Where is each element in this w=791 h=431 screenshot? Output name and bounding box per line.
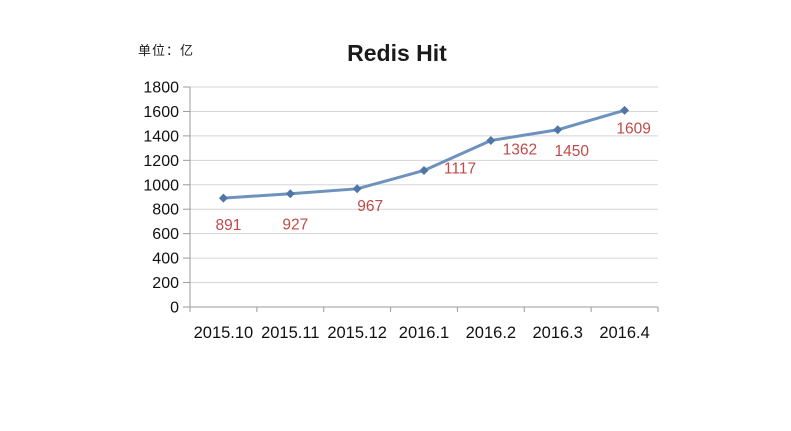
data-label: 1450 — [554, 143, 589, 160]
data-point-marker — [553, 125, 563, 135]
y-axis-tick-label: 800 — [152, 202, 179, 219]
y-axis-tick-label: 200 — [152, 275, 179, 292]
unit-label: 单位：亿 — [138, 43, 195, 58]
x-axis-tick-label: 2016.2 — [466, 324, 516, 342]
data-point-marker — [620, 105, 630, 115]
y-axis-tick-label: 1800 — [143, 80, 179, 97]
x-axis-tick-label: 2016.3 — [532, 324, 582, 342]
y-axis-tick-label: 400 — [152, 251, 179, 268]
data-label: 1362 — [503, 142, 537, 159]
x-axis-tick-label: 2016.1 — [399, 324, 449, 342]
data-label: 927 — [282, 217, 308, 234]
x-axis-tick-label: 2015.11 — [261, 324, 319, 342]
y-axis-tick-label: 600 — [152, 226, 179, 243]
data-point-marker — [419, 165, 429, 175]
data-point-marker — [486, 136, 496, 146]
x-axis-tick-label: 2015.12 — [327, 324, 387, 342]
y-axis-tick-label: 0 — [170, 300, 179, 317]
data-point-marker — [352, 184, 362, 194]
data-label: 1117 — [444, 160, 476, 177]
data-point-marker — [285, 189, 295, 199]
y-axis-tick-label: 1400 — [143, 128, 179, 145]
y-axis-tick-label: 1000 — [143, 177, 179, 194]
data-point-marker — [218, 193, 228, 203]
data-label: 1609 — [616, 120, 650, 137]
x-axis-tick-label: 2016.4 — [599, 324, 649, 342]
x-axis-tick-label: 2015.10 — [194, 324, 254, 342]
data-label: 967 — [357, 198, 383, 215]
y-axis-tick-label: 1600 — [143, 104, 179, 121]
y-axis-tick-label: 1200 — [143, 153, 179, 170]
chart-title: Redis Hit — [347, 40, 447, 66]
data-label: 891 — [215, 217, 241, 234]
